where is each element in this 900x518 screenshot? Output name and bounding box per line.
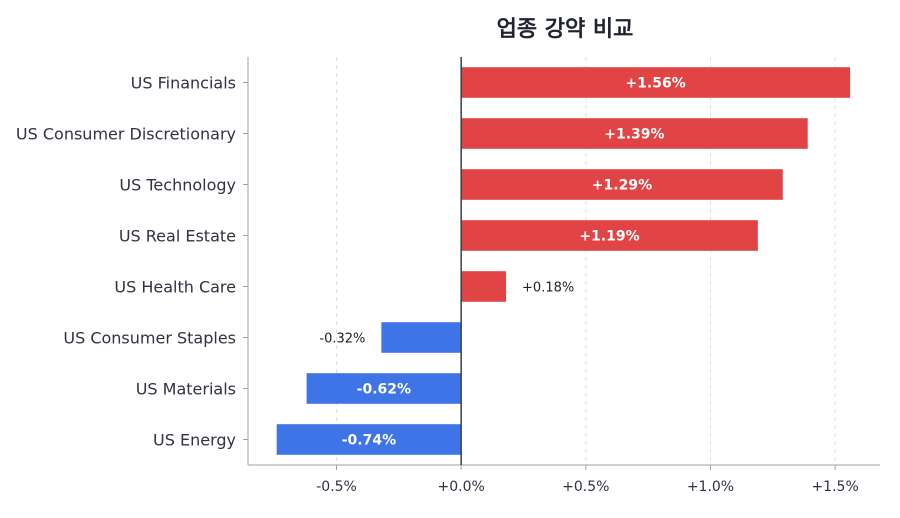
category-label: US Technology <box>119 176 236 195</box>
bar <box>461 220 758 251</box>
category-label: US Consumer Staples <box>63 329 236 348</box>
data-label: +1.39% <box>604 127 664 143</box>
data-label: -0.62% <box>357 382 411 398</box>
x-tick-label: +1.0% <box>687 479 734 495</box>
bar <box>306 373 462 404</box>
bar <box>381 322 462 353</box>
category-label: US Real Estate <box>119 227 236 246</box>
bars-layer <box>276 67 851 455</box>
chart-title: 업종 강약 비교 <box>497 17 634 42</box>
category-label: US Consumer Discretionary <box>16 125 236 144</box>
x-tick-label: +0.0% <box>438 479 485 495</box>
data-label: -0.74% <box>342 433 396 449</box>
data-label: +1.56% <box>625 76 685 92</box>
data-label: +0.18% <box>522 281 574 296</box>
category-label: US Materials <box>136 380 236 399</box>
axis-layer <box>243 57 880 470</box>
bar <box>461 169 783 200</box>
labels-layer: +1.56% US Financials +1.39% US Consumer Dis… <box>16 74 859 496</box>
category-label: US Health Care <box>114 278 236 297</box>
bar <box>461 271 507 302</box>
x-tick-label: +0.5% <box>562 479 609 495</box>
x-tick-label: -0.5% <box>316 479 357 495</box>
data-label: +1.19% <box>579 229 639 245</box>
x-tick-label: +1.5% <box>811 479 858 495</box>
bar <box>276 424 462 455</box>
bar <box>461 67 851 98</box>
data-label: -0.32% <box>319 332 365 347</box>
category-label: US Financials <box>131 74 236 93</box>
data-label: +1.29% <box>592 178 652 194</box>
category-label: US Energy <box>153 431 236 450</box>
bar <box>461 118 808 149</box>
